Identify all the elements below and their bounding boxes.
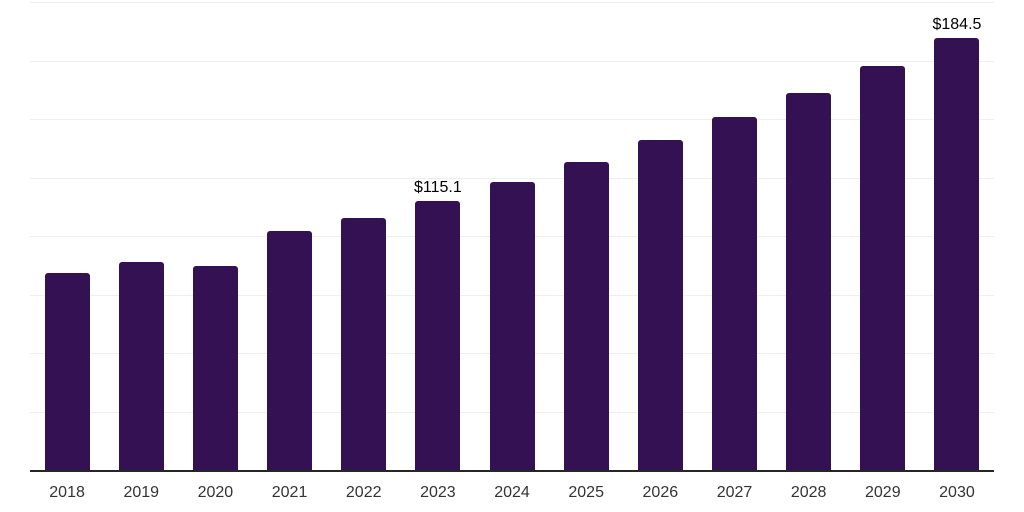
bar-value-label-2023: $115.1	[413, 178, 462, 196]
bar-2020	[192, 266, 238, 470]
bars-container: $115.1 $184.5	[30, 2, 994, 470]
bar-2027	[711, 117, 757, 470]
x-tick-label-2019: 2019	[123, 484, 160, 501]
x-tick-label-2021: 2021	[271, 484, 308, 501]
bar-2021	[267, 231, 313, 470]
gridline-175	[30, 60, 994, 62]
bar-2026	[637, 140, 683, 470]
bar-2028	[786, 92, 832, 470]
bar-2024	[489, 181, 535, 470]
plot-area: $115.1 $184.5	[30, 2, 994, 472]
gridline-125	[30, 177, 994, 179]
x-tick-label-2030: 2030	[939, 484, 975, 501]
bar-group-2019	[104, 2, 178, 470]
x-tick-label-2018: 2018	[49, 484, 85, 501]
x-tick-label-2020: 2020	[197, 484, 234, 501]
bar-group-2028	[772, 2, 846, 470]
bar-group-2025	[549, 2, 623, 470]
x-tick-label-2022: 2022	[345, 484, 382, 501]
bar-2030	[934, 38, 980, 470]
bar-group-2018	[30, 2, 104, 470]
bar-group-2024	[475, 2, 549, 470]
bar-2022	[341, 217, 387, 470]
gridline-150	[30, 119, 994, 120]
bar-group-2029	[846, 2, 920, 470]
x-tick-label-2028: 2028	[790, 484, 827, 501]
x-tick-label-2027: 2027	[716, 484, 753, 501]
bar-2023	[415, 200, 461, 470]
gridline-200	[30, 2, 994, 3]
bar-group-2022	[327, 2, 401, 470]
bar-group-2030: $184.5	[920, 2, 994, 470]
x-tick-label-2023: 2023	[420, 484, 456, 501]
x-tick-label-2025: 2025	[568, 484, 604, 501]
x-tick-label-2024: 2024	[494, 484, 530, 501]
bar-value-label-2030: $184.5	[932, 16, 982, 34]
bar-group-2026	[623, 2, 697, 470]
bar-2019	[118, 261, 164, 470]
x-axis-labels: 2018 2019 2020 2021 2022 2023 2024 2025 2026 2027…	[30, 483, 994, 502]
bar-2018	[44, 273, 90, 470]
bar-group-2023: $115.1	[401, 2, 475, 470]
x-tick-label-2026: 2026	[642, 484, 679, 501]
bar-group-2021	[252, 2, 326, 470]
bar-group-2027	[697, 2, 771, 470]
x-tick-label-2029: 2029	[865, 484, 901, 501]
bar-group-2020	[178, 2, 252, 470]
bar-2025	[563, 161, 609, 470]
bar-2029	[860, 66, 906, 470]
